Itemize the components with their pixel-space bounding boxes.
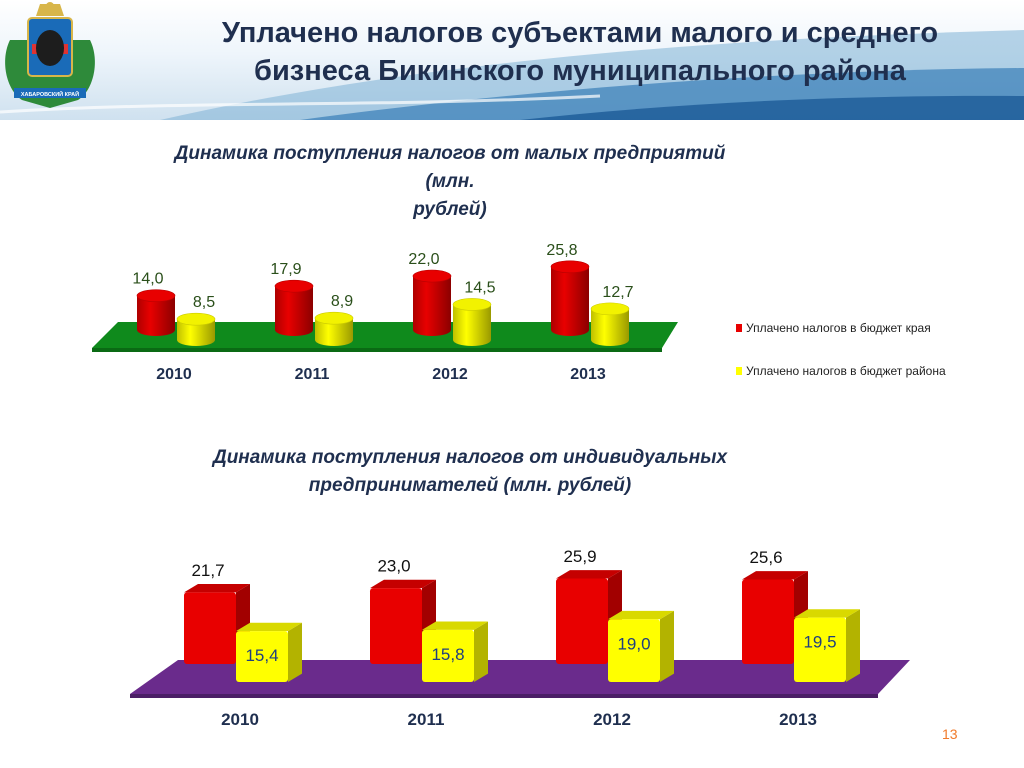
chart2-bar-2011-series2 <box>422 621 488 682</box>
coat-of-arms-emblem: ХАБАРОВСКИЙ КРАЙ <box>5 2 95 108</box>
chart1-title: Динамика поступления налогов от малых пр… <box>150 140 750 224</box>
legend-item-district-budget: Уплачено налогов в бюджет района <box>736 364 946 378</box>
chart1-bar-2010-regional <box>136 289 176 336</box>
chart2-title: Динамика поступления налогов от индивиду… <box>130 444 810 500</box>
legend-label-district: Уплачено налогов в бюджет района <box>746 364 946 378</box>
chart2-tick-label-2013: 2013 <box>779 710 817 729</box>
chart2-data-label-2011-series1: 23,0 <box>377 557 410 576</box>
page-number: 13 <box>942 726 958 742</box>
banner-wave-background <box>0 30 1024 120</box>
header-banner: ХАБАРОВСКИЙ КРАЙ Уплачено налогов субъек… <box>0 0 1024 120</box>
chart2-data-label-2011-series2: 15,8 <box>431 645 464 664</box>
chart1-data-label-2013-regional: 25,8 <box>546 242 577 259</box>
chart2-bar-2010-series2 <box>236 622 302 682</box>
page-title-line-1: Уплачено налогов субъектами малого и сре… <box>221 17 939 49</box>
chart2-tick-label-2010: 2010 <box>221 710 259 729</box>
chart2-floor-edge <box>130 694 878 698</box>
chart2-data-label-2013-series2: 19,5 <box>803 633 836 652</box>
chart2-floor <box>130 660 910 694</box>
chart2-bar-2012-series2 <box>608 610 674 682</box>
chart1-bar-2012-district <box>452 298 492 346</box>
chart2-bar-2012-series1 <box>556 570 622 664</box>
chart1-data-label-2011-regional: 17,9 <box>270 261 301 278</box>
chart1-data-label-2011-district: 8,9 <box>331 293 353 310</box>
chart2-bar-2011-series1 <box>370 579 436 664</box>
chart1-bar-2013-district <box>590 302 630 346</box>
chart1-bar-2011-regional <box>274 279 314 336</box>
chart2-title-line-2: предпринимателей (млн. рублей) <box>308 475 632 496</box>
chart2-data-label-2013-series1: 25,6 <box>749 548 782 567</box>
chart1-title-line-1: Динамика поступления налогов от малых пр… <box>174 143 726 192</box>
chart1-bar-2011-district <box>314 311 354 346</box>
chart2-title-line-1: Динамика поступления налогов от индивиду… <box>212 447 728 468</box>
chart1-data-label-2010-regional: 14,0 <box>132 271 163 288</box>
chart1-data-label-2012-regional: 22,0 <box>408 251 439 268</box>
chart2-data-label-2012-series1: 25,9 <box>563 547 596 566</box>
legend-swatch-red <box>736 324 742 332</box>
chart1-tick-label-2010: 2010 <box>156 366 192 383</box>
chart1-tick-label-2011: 2011 <box>295 366 330 383</box>
chart2-tick-label-2011: 2011 <box>408 710 445 729</box>
chart1-tick-label-2012: 2012 <box>432 366 468 383</box>
page-title-line-2: бизнеса Бикинского муниципального района <box>254 55 906 87</box>
emblem-ribbon-label: ХАБАРОВСКИЙ КРАЙ <box>21 90 79 98</box>
chart2-data-label-2010-series1: 21,7 <box>191 561 224 580</box>
chart1-data-label-2013-district: 12,7 <box>602 284 633 301</box>
chart2-data-label-2010-series2: 15,4 <box>245 646 278 665</box>
chart2-bar-2013-series2 <box>794 609 860 682</box>
chart2-tick-label-2012: 2012 <box>593 710 631 729</box>
legend-item-regional-budget: Уплачено налогов в бюджет края <box>736 321 931 335</box>
legend-label-regional: Уплачено налогов в бюджет края <box>746 321 931 335</box>
chart1-tick-label-2013: 2013 <box>570 366 606 383</box>
legend-swatch-yellow <box>736 367 742 375</box>
page-title: Уплачено налогов субъектами малого и сре… <box>150 14 1010 90</box>
chart2-bar-2013-series1 <box>742 571 808 664</box>
chart1-bar-2013-regional <box>550 260 590 336</box>
chart1-data-label-2010-district: 8,5 <box>193 294 215 311</box>
chart1-title-line-2: рублей) <box>413 199 487 220</box>
chart1-bar-2012-regional <box>412 269 452 336</box>
chart1-floor-edge <box>92 348 662 352</box>
chart2-data-label-2012-series2: 19,0 <box>617 634 650 653</box>
chart1-bar-2010-district <box>176 312 216 346</box>
chart2-bar-2010-series1 <box>184 583 250 664</box>
chart1-data-label-2012-district: 14,5 <box>464 279 495 296</box>
chart1-floor <box>92 322 678 348</box>
